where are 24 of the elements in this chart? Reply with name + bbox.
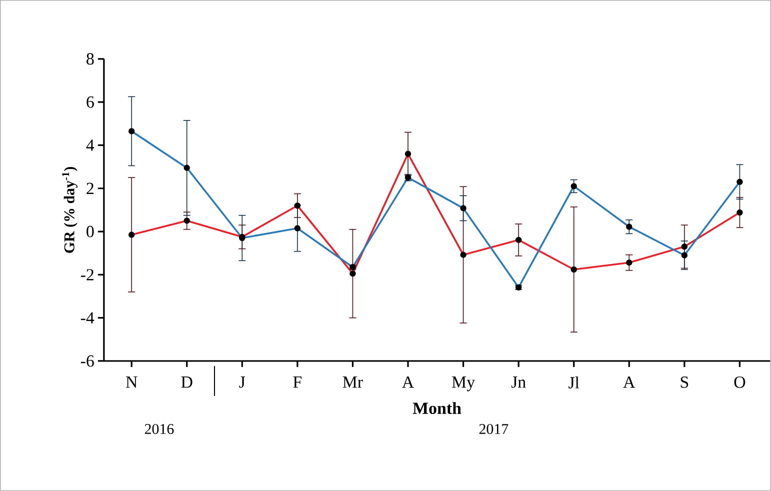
x-tick-label: J bbox=[239, 376, 246, 388]
x-axis-title: Month bbox=[412, 402, 462, 414]
x-tick-label: Jn bbox=[511, 376, 526, 388]
x-tick-label: My bbox=[452, 376, 475, 392]
y-tick-label: 0 bbox=[86, 226, 94, 238]
x-tick-label: Mr bbox=[342, 376, 363, 388]
y-tick-label: 2 bbox=[86, 182, 94, 194]
x-tick-label: S bbox=[680, 376, 688, 388]
y-tick-label: -4 bbox=[80, 312, 94, 324]
text: 2017 bbox=[479, 424, 508, 434]
y-tick-label: 4 bbox=[86, 140, 94, 151]
x-tick-label: F bbox=[293, 376, 302, 388]
y-axis-title: GR (% day$^{-1}$) bbox=[62, 167, 78, 253]
y-tick-label: 8 bbox=[86, 53, 94, 65]
x-tick-label: A bbox=[623, 376, 636, 388]
x-tick-label: Jl bbox=[568, 376, 580, 388]
x-tick-label: N bbox=[126, 376, 138, 388]
x-tick-label: D bbox=[181, 376, 192, 388]
x-tick-label: O bbox=[734, 376, 746, 388]
y-tick-label: 6 bbox=[86, 96, 94, 108]
x-tick-label: A bbox=[402, 376, 414, 388]
text: 2016 bbox=[144, 424, 174, 434]
y-tick-label: -6 bbox=[80, 355, 94, 367]
y-tick-label: -2 bbox=[80, 269, 94, 280]
